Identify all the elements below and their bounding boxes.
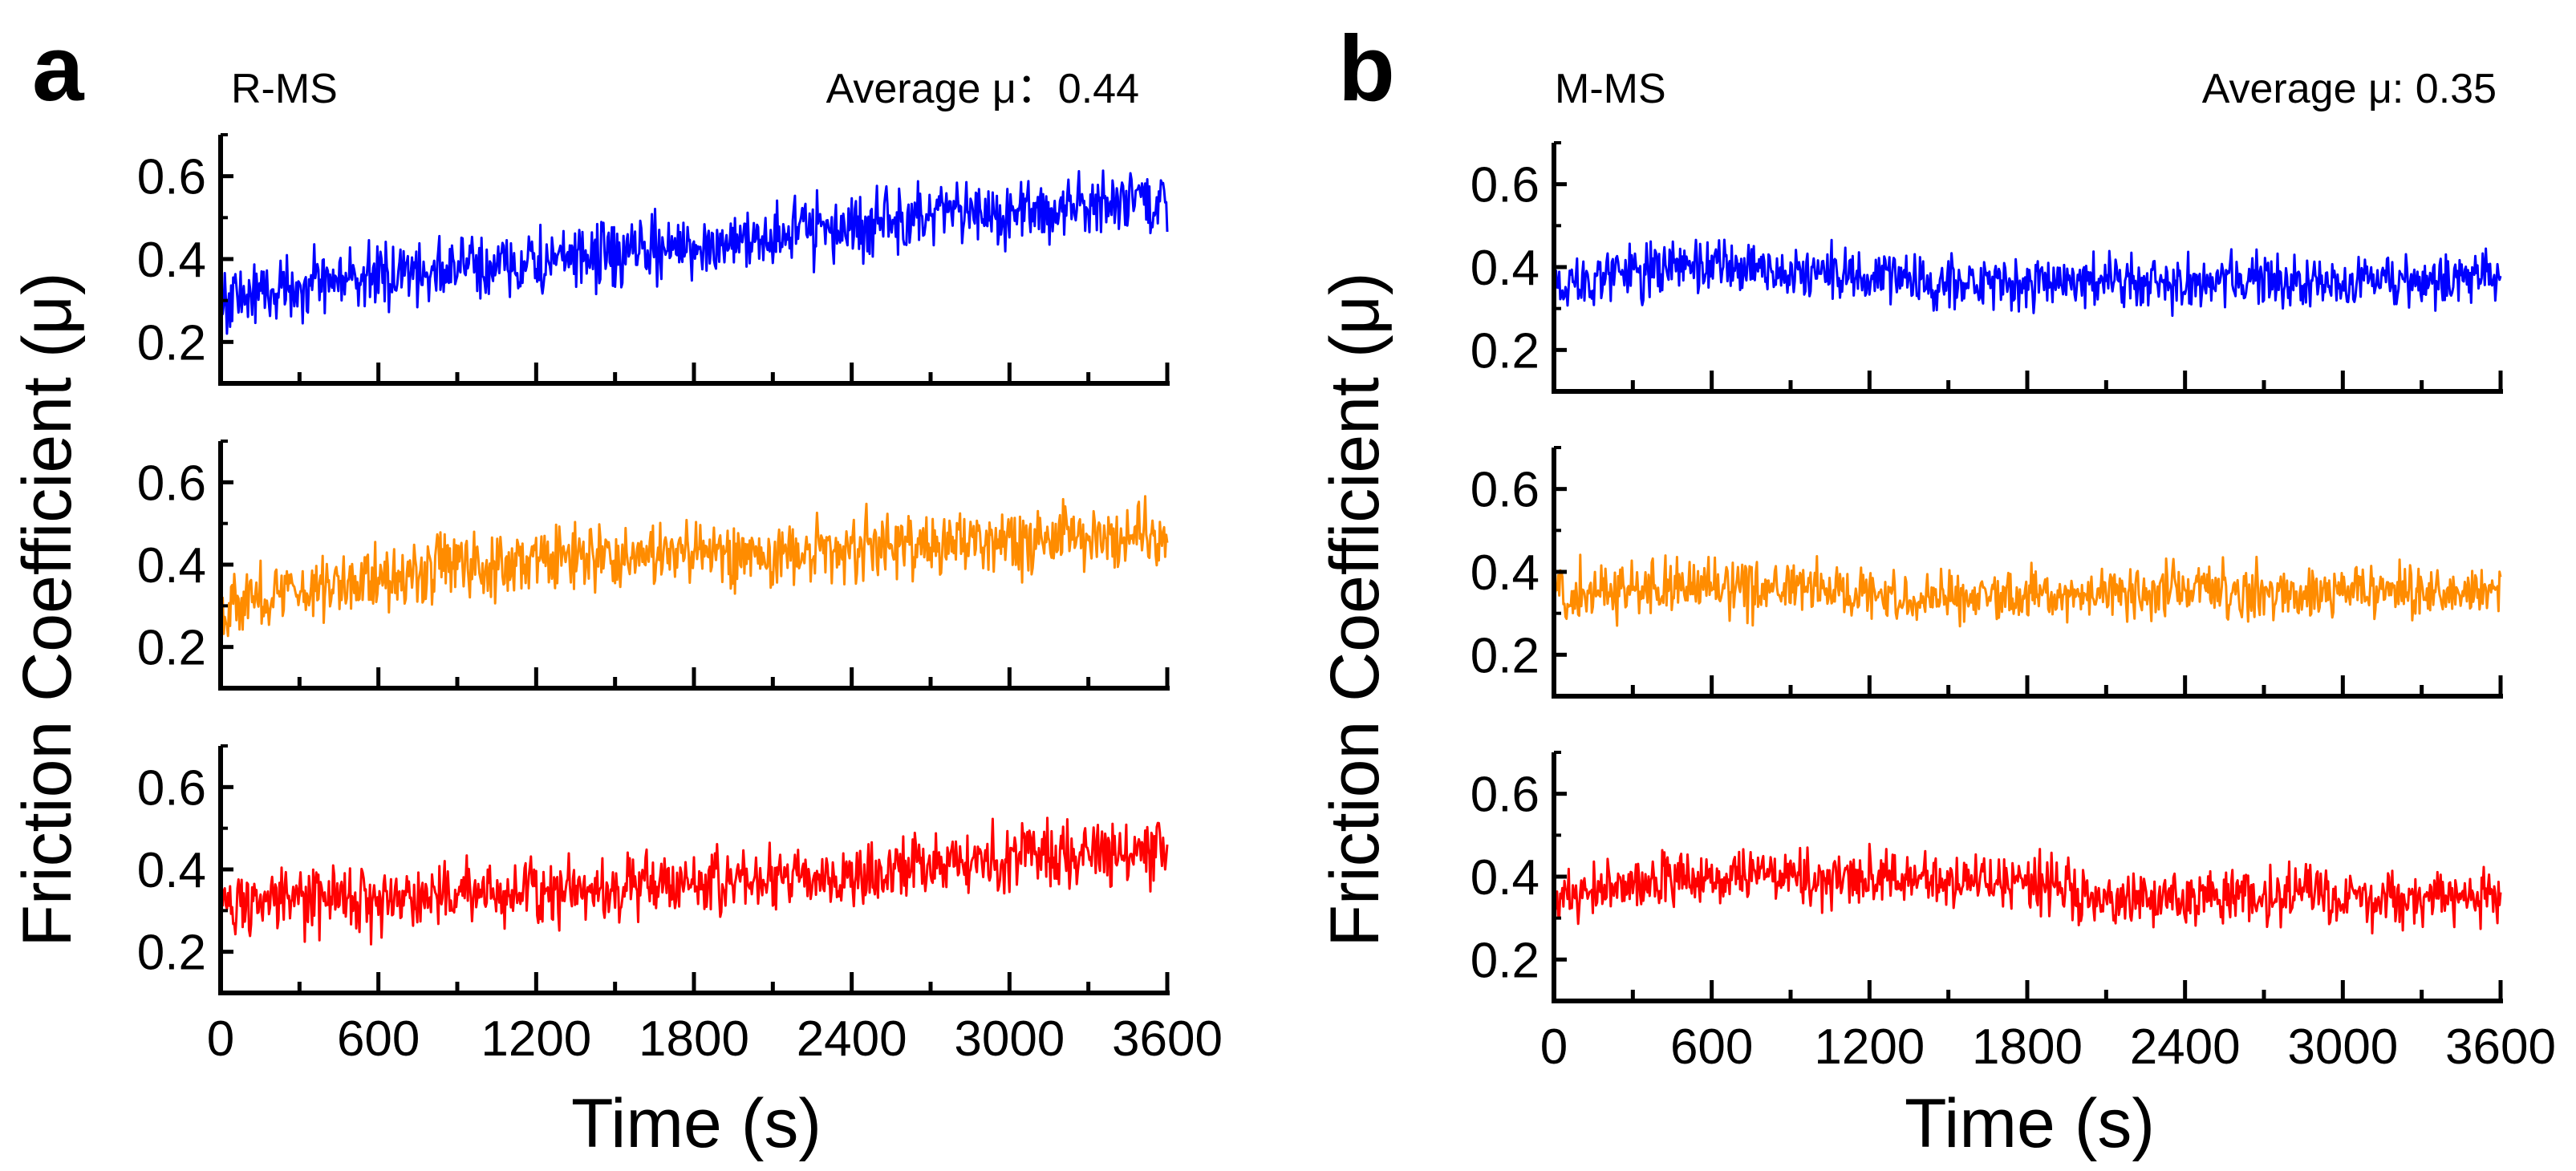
panel-b-subplot-3-ytick-label: 0.2: [1471, 933, 1540, 988]
panel-b-xtick-label: 0: [1540, 1019, 1568, 1075]
panel-b-xtick-label: 3000: [2287, 1019, 2398, 1075]
panel-a-subplot-3-ytick-label: 0.2: [137, 926, 206, 981]
panel-b-xlabel: Time (s): [1905, 1085, 2155, 1162]
panel-a-xtick-label: 0: [207, 1011, 234, 1067]
panel-a-subplot-1-ytick-label: 0.6: [137, 150, 206, 205]
panel-a-subplot-2-ytick-label: 0.6: [137, 456, 206, 511]
panel-a-subplot-2-ytick-label: 0.4: [137, 538, 206, 594]
panel-b-sample-label: M-MS: [1555, 66, 1666, 112]
panel-b-subplot-1-ytick-label: 0.6: [1471, 158, 1540, 213]
panel-a-series-3-line: [219, 816, 1169, 946]
panel-a-subplot-1-ytick-label: 0.2: [137, 315, 206, 371]
panel-b-series-3-line: [1552, 842, 2502, 935]
panel-b-series-1-line: [1552, 238, 2502, 318]
panel-b-subplot-3-ytick-label: 0.4: [1471, 850, 1540, 906]
panel-a-sample-label: R-MS: [231, 66, 338, 112]
panel-a-xtick-label: 2400: [797, 1011, 907, 1067]
panel-a-subplot-3-ytick-label: 0.4: [137, 843, 206, 898]
panel-b-letter: b: [1338, 16, 1395, 120]
panel-a-xtick-label: 3000: [954, 1011, 1065, 1067]
panel-a-subplot-3-ytick-label: 0.6: [137, 760, 206, 816]
panel-b-subplot-1-ytick-label: 0.4: [1471, 241, 1540, 296]
panel-a-subplot-2-ytick-label: 0.2: [137, 621, 206, 676]
panel-b-subplot-2-ytick-label: 0.6: [1471, 463, 1540, 518]
panel-b-xtick-label: 1200: [1814, 1019, 1925, 1075]
panel-b-ylabel: Friction Coefficient (μ): [1316, 272, 1393, 946]
panel-b-xtick-label: 1800: [1972, 1019, 2083, 1075]
panel-b-subplot-3-ytick-label: 0.6: [1471, 768, 1540, 823]
panel-b-xtick-label: 2400: [2130, 1019, 2241, 1075]
panel-a-series-1-line: [219, 169, 1169, 335]
panel-a-subplot-1-ytick-label: 0.4: [137, 233, 206, 288]
panel-a-xtick-label: 3600: [1112, 1011, 1223, 1067]
panel-b-xtick-label: 3600: [2445, 1019, 2556, 1075]
panel-a-letter: a: [32, 16, 85, 120]
panel-b-series-2-line: [1552, 553, 2502, 628]
panel-a-xtick-label: 1800: [639, 1011, 749, 1067]
panel-b-subplot-2-ytick-label: 0.2: [1471, 628, 1540, 683]
panel-a-xtick-label: 1200: [481, 1011, 591, 1067]
panel-a-average-label: Average μ：0.44: [826, 66, 1139, 112]
panel-a-ylabel: Friction Coefficient (μ): [9, 272, 86, 946]
panel-b-subplot-2-ytick-label: 0.4: [1471, 545, 1540, 601]
panel-b-average-label: Average μ: 0.35: [2202, 66, 2497, 112]
panel-b-subplot-1-ytick-label: 0.2: [1471, 323, 1540, 379]
panel-b-xtick-label: 600: [1670, 1019, 1753, 1075]
panel-a-xlabel: Time (s): [571, 1085, 821, 1162]
panel-a-series-2-line: [219, 495, 1169, 638]
subplots-layer: 0.2 0.4 0.6 0.2 0.4 0.6 0.2 0.4 0.6 0 600 1200 1800 2…: [137, 133, 2556, 1075]
panel-a-xtick-label: 600: [337, 1011, 420, 1067]
